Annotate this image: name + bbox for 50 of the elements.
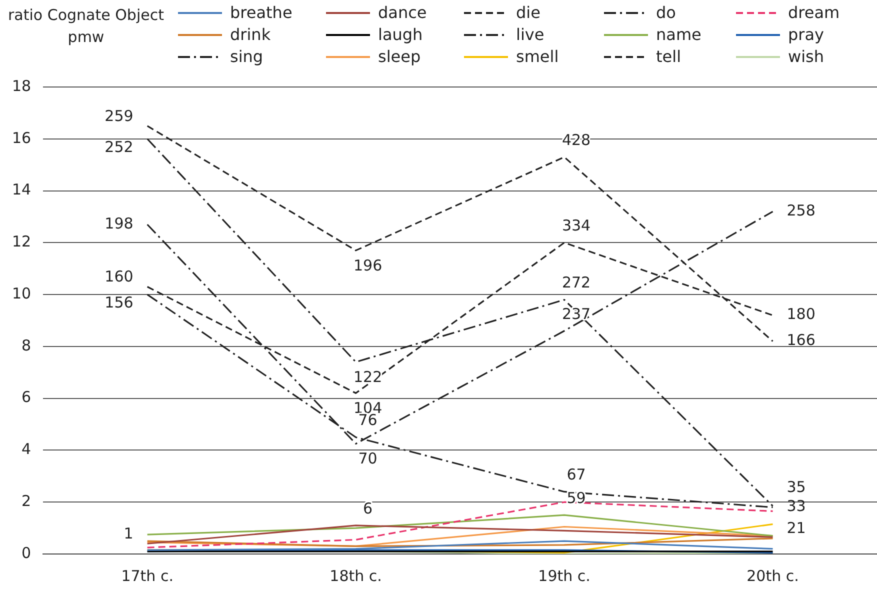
legend-label: name: [656, 25, 702, 44]
annotation: 272: [562, 274, 591, 292]
annotation: 258: [786, 201, 816, 220]
y-tick-label: 18: [12, 76, 32, 95]
y-tick-label: 14: [12, 180, 32, 199]
annotation: 160: [104, 268, 134, 286]
y-tick-label: 4: [22, 440, 32, 458]
legend-label: dance: [378, 3, 427, 22]
annotation: 6: [363, 499, 373, 518]
legend-label: sleep: [378, 47, 421, 66]
legend-label: sing: [230, 47, 264, 66]
legend-label: wish: [788, 47, 824, 66]
annotation: 70: [358, 450, 378, 468]
annotation: 21: [786, 519, 806, 538]
annotation: 122: [353, 368, 382, 386]
x-tick-label: 19th c.: [538, 566, 590, 585]
legend-label: breathe: [230, 3, 292, 22]
annotation: 259: [104, 106, 134, 125]
x-tick-label: 18th c.: [330, 566, 382, 585]
y-axis-title: ratio Cognate Object pmw: [7, 5, 165, 48]
annotation: 196: [353, 256, 382, 274]
y-tick-label: 12: [12, 232, 32, 251]
annotation: 180: [786, 305, 816, 324]
annotation: 334: [562, 216, 591, 235]
legend-label: pray: [788, 25, 824, 44]
y-tick-label: 6: [22, 388, 32, 406]
annotation: 67: [566, 466, 586, 484]
y-tick-label: 0: [22, 544, 32, 562]
x-tick-label: 17th c.: [121, 566, 174, 585]
legend-label: do: [656, 3, 676, 22]
annotation: 35: [786, 478, 806, 496]
legend-label: tell: [656, 47, 682, 66]
y-tick-label: 2: [22, 492, 32, 510]
annotation: 1: [124, 524, 134, 542]
annotation: 198: [104, 214, 134, 232]
legend-label: laugh: [378, 25, 423, 44]
legend-label: smell: [516, 47, 559, 66]
annotation: 156: [104, 293, 134, 312]
legend-label: dream: [788, 3, 840, 22]
annotation: 166: [786, 331, 816, 350]
annotation: 33: [786, 497, 806, 516]
legend-label: live: [516, 25, 544, 44]
legend-label: drink: [230, 25, 271, 44]
y-tick-label: 16: [12, 128, 32, 147]
annotation: 252: [104, 138, 134, 156]
legend-label: die: [516, 3, 540, 22]
y-tick-label: 8: [22, 336, 32, 354]
y-tick-label: 10: [12, 284, 32, 302]
x-tick-label: 20th c.: [746, 566, 799, 585]
annotation: 237: [562, 304, 591, 323]
